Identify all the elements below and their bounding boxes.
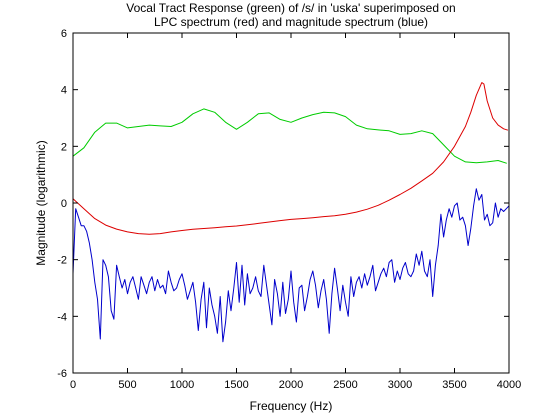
x-tick-label: 2500 [333,379,357,391]
series-line-vocal-tract-green [72,108,507,164]
x-axis-label: Frequency (Hz) [250,399,333,413]
y-axis-label: Magnitude (logarithmic) [34,140,48,265]
x-tick-label: 3500 [442,379,466,391]
x-tick-label: 500 [118,379,136,391]
x-tick-label: 1500 [224,379,248,391]
y-tick-label: 2 [61,141,67,153]
series-line-magnitude-blue [72,188,510,343]
y-tick-label: -2 [57,255,67,267]
x-tick-label: 3000 [388,379,412,391]
chart-title-line-2: LPC spectrum (red) and magnitude spectru… [154,15,428,29]
x-tick-label: 1000 [170,379,194,391]
plot-area-frame [72,32,510,374]
x-tick-label: 0 [70,379,76,391]
x-tick-label: 2000 [279,379,303,391]
x-tick-label: 4000 [497,379,521,391]
y-tick-label: 0 [61,198,67,210]
y-tick-label: 6 [61,28,67,40]
series-line-lpc-red [72,82,509,235]
y-tick-label: -6 [57,368,67,380]
series-layer [72,82,510,343]
y-tick-label: -4 [57,311,67,323]
tick-layer: 0 500 1000 1500 2000 2500 3000 3500 4000 -6 -4 -2 0 2… [57,28,521,391]
chart-title-line-1: Vocal Tract Response (green) of /s/ in '… [126,1,455,15]
y-tick-label: 4 [61,85,67,97]
